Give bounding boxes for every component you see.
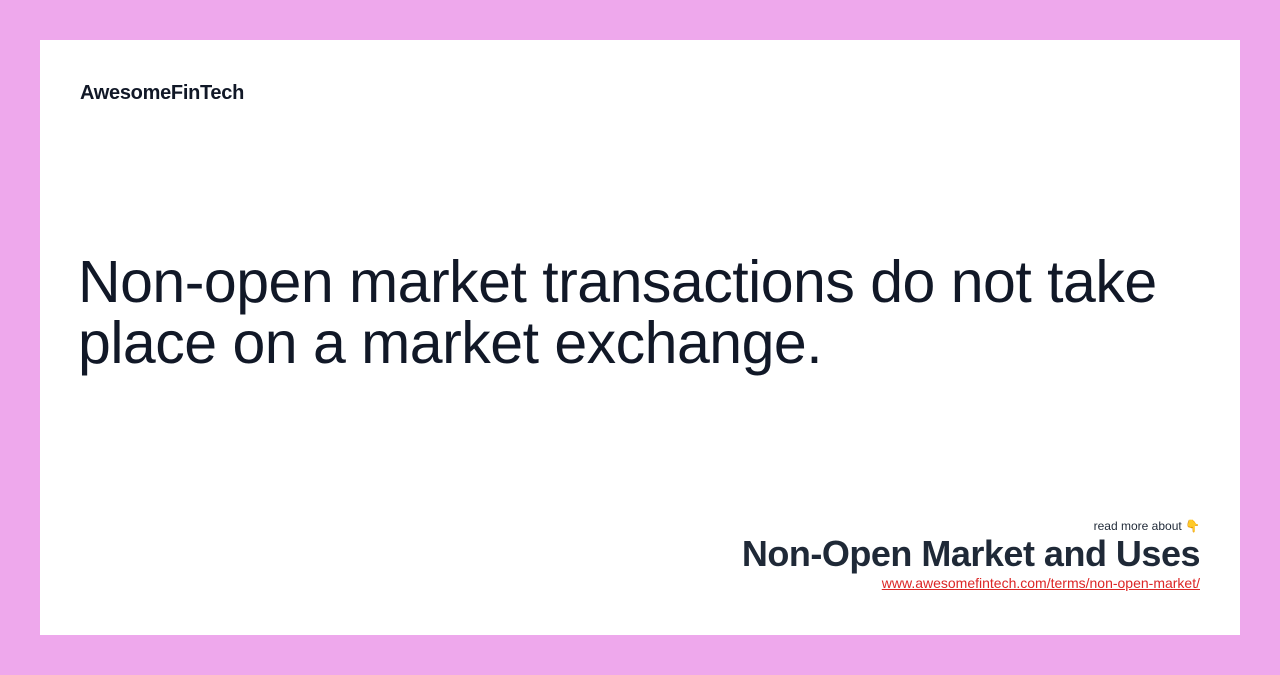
read-more-row: read more about 👇 (742, 518, 1200, 534)
pointing-down-icon: 👇 (1185, 519, 1200, 533)
read-more-section: read more about 👇 Non-Open Market and Us… (742, 518, 1200, 593)
read-more-label: read more about (1094, 519, 1182, 533)
topic-link[interactable]: www.awesomefintech.com/terms/non-open-ma… (882, 574, 1200, 592)
content-card: AwesomeFinTech Non-open market transacti… (40, 40, 1240, 635)
headline-quote: Non-open market transactions do not take… (78, 252, 1188, 374)
topic-title: Non-Open Market and Uses (742, 534, 1200, 574)
brand-logo[interactable]: AwesomeFinTech (80, 82, 244, 105)
